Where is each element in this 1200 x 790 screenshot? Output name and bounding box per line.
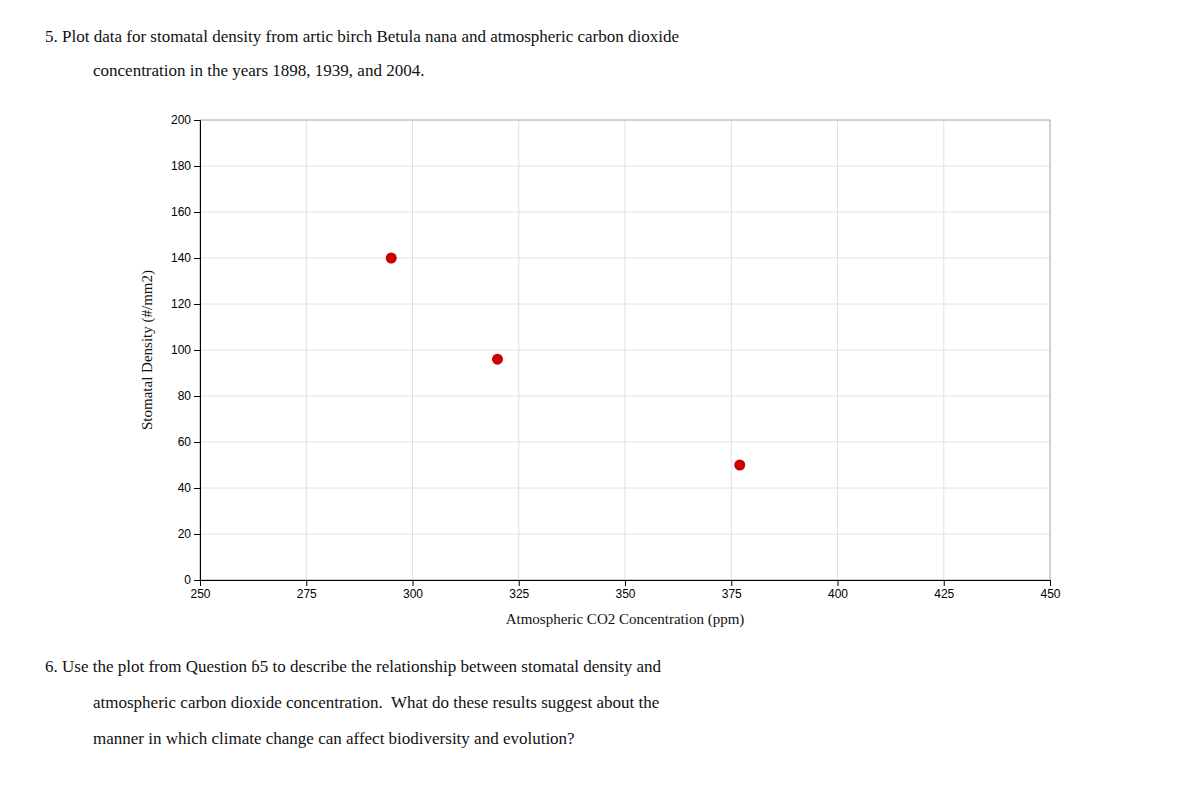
annotations: 6. Use the plot from Question ɓ5 to desc… xyxy=(45,657,662,748)
y-tick: 180 xyxy=(171,159,200,173)
x-tick: 450 xyxy=(1040,580,1060,601)
title-segment: Betula nana xyxy=(376,27,457,46)
x-tick-label: 300 xyxy=(403,587,423,601)
y-tick-mark xyxy=(194,120,200,121)
title-line: 5. Plot data for stomatal density from a… xyxy=(45,27,679,46)
points xyxy=(386,253,746,471)
x-tick-mark xyxy=(625,580,626,586)
grid-line-y xyxy=(200,304,1050,305)
y-tick: 20 xyxy=(178,527,200,541)
grid-line-y xyxy=(200,488,1050,489)
scatter-point xyxy=(386,253,397,264)
y-axis: 0 20 40 60 80 100 120 140 160 180 200 xyxy=(171,113,201,587)
title: 5. Plot data for stomatal density from a… xyxy=(45,27,679,80)
y-tick-label: 40 xyxy=(178,481,192,495)
y-tick-label: 20 xyxy=(178,527,192,541)
grid-line-y xyxy=(200,534,1050,535)
y-tick-label: 200 xyxy=(171,113,191,127)
grid-line-y xyxy=(200,212,1050,213)
x-tick: 425 xyxy=(934,580,954,601)
y-tick-label: 120 xyxy=(171,297,191,311)
grid xyxy=(200,120,1050,580)
annotation-line: atmospheric carbon dioxide concentration… xyxy=(93,693,659,712)
annotation-segment: 6. Use the plot from Question xyxy=(45,657,251,676)
grid-line-y xyxy=(200,350,1050,351)
annotation-line: manner in which climate change can affec… xyxy=(93,729,575,748)
title-segment: 5. Plot data for stomatal density from a… xyxy=(45,27,376,46)
x-tick-label: 325 xyxy=(509,587,529,601)
plot-frame xyxy=(200,120,1050,580)
y-tick-label: 160 xyxy=(171,205,191,219)
y-tick: 100 xyxy=(171,343,200,357)
y-tick: 120 xyxy=(171,297,200,311)
x-tick-label: 275 xyxy=(297,587,317,601)
x-tick-label: 350 xyxy=(615,587,635,601)
y-tick-mark xyxy=(194,212,200,213)
grid-line-y xyxy=(200,442,1050,443)
annotation-segment: 5 xyxy=(260,657,269,676)
grid-line-y xyxy=(200,258,1050,259)
chart-svg: 5. Plot data for stomatal density from a… xyxy=(0,0,1200,790)
grid-line-y xyxy=(200,166,1050,167)
annotation-segment: atmospheric carbon dioxide concentration… xyxy=(93,693,659,712)
annotation-segment: ɓ xyxy=(251,657,260,676)
x-tick-mark xyxy=(731,580,732,586)
x-tick-label: 425 xyxy=(934,587,954,601)
y-tick-label: 100 xyxy=(171,343,191,357)
y-tick-mark xyxy=(194,534,200,535)
grid-line-y xyxy=(200,396,1050,397)
y-tick: 40 xyxy=(178,481,200,495)
title-segment: and atmospheric carbon dioxide xyxy=(457,27,679,46)
y-tick: 60 xyxy=(178,435,200,449)
title-line: concentration in the years 1898, 1939, a… xyxy=(93,61,424,80)
y-tick: 200 xyxy=(171,113,200,127)
x-tick-label: 250 xyxy=(190,587,210,601)
y-tick-mark xyxy=(194,396,200,397)
annotation-segment: manner in which climate change can affec… xyxy=(93,729,575,748)
x-tick-label: 400 xyxy=(828,587,848,601)
x-tick: 275 xyxy=(297,580,317,601)
x-tick: 350 xyxy=(615,580,635,601)
y-tick: 80 xyxy=(178,389,200,403)
y-tick-label: 60 xyxy=(178,435,192,449)
x-tick-mark xyxy=(1050,580,1051,586)
title-segment: concentration in the years 1898, 1939, a… xyxy=(93,61,424,80)
x-axis-line xyxy=(201,581,1051,587)
y-tick-mark xyxy=(194,488,200,489)
y-tick-mark xyxy=(194,304,200,305)
y-tick-label: 180 xyxy=(171,159,191,173)
x-axis: 250 275 300 325 350 375 400 425 450 xyxy=(190,580,1060,601)
y-tick-label: 0 xyxy=(184,573,191,587)
x-tick: 375 xyxy=(722,580,742,601)
x-tick-mark xyxy=(306,580,307,586)
y-tick-mark xyxy=(194,580,200,581)
y-tick-mark xyxy=(194,258,200,259)
x-tick-mark xyxy=(519,580,520,586)
x-tick-mark xyxy=(413,580,414,586)
scatter-point xyxy=(734,460,745,471)
y-tick: 160 xyxy=(171,205,200,219)
x-axis-title: Atmospheric CO2 Concentration (ppm) xyxy=(506,611,745,628)
x-tick: 400 xyxy=(828,580,848,601)
y-tick-label: 80 xyxy=(178,389,192,403)
x-tick: 300 xyxy=(403,580,423,601)
y-tick-label: 140 xyxy=(171,251,191,265)
y-tick-mark xyxy=(194,166,200,167)
x-tick: 325 xyxy=(509,580,529,601)
x-tick-label: 375 xyxy=(722,587,742,601)
y-tick: 0 xyxy=(184,573,200,587)
y-tick-mark xyxy=(194,350,200,351)
y-tick-mark xyxy=(194,442,200,443)
x-tick: 250 xyxy=(190,580,210,601)
y-axis-title: Stomatal Density (#/mm2) xyxy=(139,270,156,430)
y-tick: 140 xyxy=(171,251,200,265)
plot: 250 275 300 325 350 375 400 425 450 0 20 40 60 80 100 1… xyxy=(139,113,1061,628)
x-tick-label: 450 xyxy=(1040,587,1060,601)
x-tick-mark xyxy=(944,580,945,586)
annotation-line: 6. Use the plot from Question ɓ5 to desc… xyxy=(45,657,662,676)
scatter-point xyxy=(492,354,503,365)
annotation-segment: to describe the relationship between sto… xyxy=(268,657,661,676)
x-tick-mark xyxy=(838,580,839,586)
